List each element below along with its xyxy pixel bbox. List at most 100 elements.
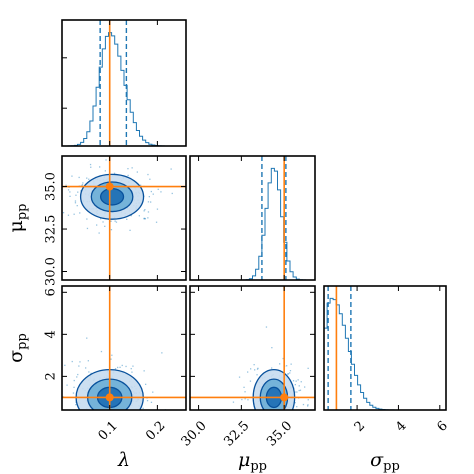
scatter-point bbox=[115, 221, 118, 223]
scatter-point bbox=[319, 411, 320, 412]
scatter-point bbox=[268, 416, 269, 417]
scatter-point bbox=[287, 413, 288, 414]
scatter-point bbox=[282, 357, 284, 360]
scatter-point bbox=[114, 368, 117, 370]
scatter-point bbox=[302, 403, 305, 406]
scatter-point bbox=[71, 360, 73, 363]
scatter-point bbox=[69, 191, 71, 193]
scatter-point bbox=[110, 358, 112, 360]
scatter-point bbox=[277, 411, 278, 412]
y-tick-label-mu_pp-2: 35.0 bbox=[44, 172, 59, 201]
panel-frame-2-2 bbox=[323, 285, 447, 411]
scatter-point bbox=[237, 417, 238, 418]
scatter-point bbox=[77, 373, 79, 376]
scatter-point bbox=[286, 365, 288, 367]
scatter-point bbox=[113, 416, 114, 417]
scatter-point bbox=[73, 386, 75, 388]
y-tick-label-mu_pp-0: 30.0 bbox=[44, 257, 59, 286]
y-axis-label-mu_pp-symbol: μ bbox=[5, 220, 27, 232]
scatter-point bbox=[255, 418, 256, 419]
scatter-point bbox=[81, 184, 84, 186]
scatter-point bbox=[76, 376, 78, 378]
y-tick-label-sigma_pp-0: 2 bbox=[44, 372, 59, 380]
scatter-point bbox=[146, 425, 147, 426]
scatter-point bbox=[117, 422, 118, 423]
scatter-point bbox=[150, 201, 152, 203]
scatter-point bbox=[118, 411, 119, 412]
scatter-point bbox=[119, 366, 121, 368]
scatter-point bbox=[254, 416, 255, 417]
lines-layer bbox=[62, 20, 446, 411]
scatter-point bbox=[90, 416, 91, 417]
scatter-point bbox=[288, 412, 289, 413]
scatter-point bbox=[73, 213, 75, 215]
scatter-point bbox=[90, 372, 92, 374]
scatter-point bbox=[72, 392, 75, 394]
scatter-point bbox=[260, 414, 261, 415]
scatter-point bbox=[298, 389, 300, 392]
scatter-point bbox=[142, 425, 143, 426]
scatter-point bbox=[290, 414, 291, 415]
scatter-point bbox=[88, 371, 90, 373]
scatter-point bbox=[100, 218, 102, 220]
scatter-point bbox=[275, 421, 276, 422]
scatter-point bbox=[100, 350, 103, 353]
scatter-point bbox=[140, 421, 141, 422]
scatter-point bbox=[244, 391, 246, 393]
x-tick-label-sigma_pp-1: 4 bbox=[393, 418, 409, 434]
scatter-point bbox=[105, 159, 107, 161]
scatter-point bbox=[298, 385, 300, 387]
scatter-point bbox=[149, 178, 151, 180]
scatter-point bbox=[271, 347, 273, 349]
scatter-point bbox=[100, 412, 101, 413]
scatter-point bbox=[265, 413, 266, 414]
scatter-point bbox=[70, 420, 71, 421]
scatter-point bbox=[307, 367, 309, 369]
scatter-point bbox=[287, 373, 289, 375]
scatter-point bbox=[258, 412, 259, 413]
scatter-point bbox=[102, 221, 104, 223]
scatter-point bbox=[125, 365, 127, 368]
histogram-mu_pp bbox=[190, 167, 315, 281]
scatter-point bbox=[86, 227, 89, 230]
contour-level-2 bbox=[99, 187, 125, 206]
scatter-point bbox=[67, 214, 70, 216]
scatter-point bbox=[89, 163, 92, 166]
scatter-point bbox=[131, 371, 133, 373]
scatter-point bbox=[100, 455, 101, 456]
scatter-point bbox=[79, 212, 81, 214]
scatter-point bbox=[90, 166, 92, 168]
scatter-point bbox=[297, 413, 298, 414]
scatter-point bbox=[243, 386, 245, 388]
x-tick-label-lambda-0: 0.1 bbox=[96, 418, 121, 443]
scatter-point bbox=[131, 167, 133, 169]
scatter-point bbox=[147, 217, 149, 219]
scatter-point bbox=[232, 401, 235, 403]
scatter-point bbox=[272, 415, 273, 416]
scatter-point bbox=[144, 209, 146, 211]
scatter-point bbox=[297, 379, 299, 381]
scatter-point bbox=[300, 381, 302, 383]
scatter-point bbox=[155, 221, 158, 223]
joint-panel-lambda-mu_pp bbox=[62, 159, 173, 234]
scatter-point bbox=[85, 367, 87, 369]
panel-frame-1-1 bbox=[189, 155, 316, 281]
x-tick-label-lambda-1: 0.2 bbox=[143, 418, 168, 443]
scatter-point bbox=[89, 422, 90, 423]
scatter-point bbox=[98, 232, 100, 234]
scatter-point bbox=[255, 423, 256, 424]
scatter-point bbox=[129, 229, 131, 231]
scatter-point bbox=[65, 184, 67, 186]
x-tick-label-mu_pp-1: 32.5 bbox=[221, 418, 252, 449]
x-tick-label-sigma_pp-2: 6 bbox=[434, 418, 450, 434]
scatter-point bbox=[296, 406, 298, 408]
scatter-point bbox=[279, 417, 280, 418]
scatter-point bbox=[171, 192, 173, 195]
scatter-point bbox=[78, 424, 79, 425]
scatter-point bbox=[241, 398, 243, 401]
scatter-point bbox=[238, 376, 241, 378]
scatter-point bbox=[263, 428, 264, 429]
scatter-point bbox=[74, 423, 75, 424]
scatter-point bbox=[130, 215, 132, 217]
